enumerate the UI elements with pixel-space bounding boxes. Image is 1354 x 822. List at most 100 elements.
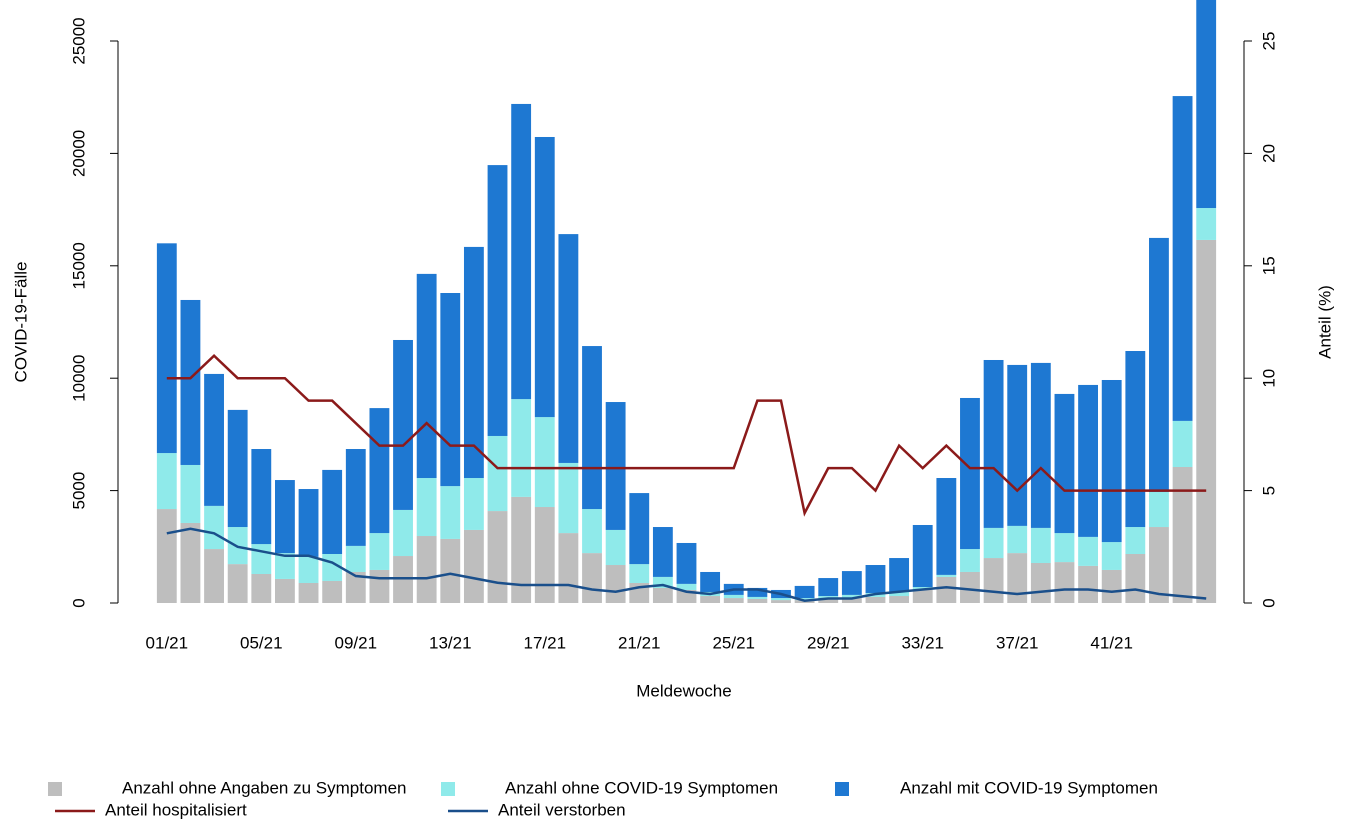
bar-segment: [1007, 553, 1028, 603]
bar-segment: [369, 569, 390, 603]
legend-label: Anzahl ohne Angaben zu Symptomen: [122, 778, 406, 797]
bar-segment: [1101, 542, 1122, 570]
bar-segment: [1101, 379, 1122, 543]
bar-segment: [440, 293, 461, 487]
bar-segment: [889, 591, 910, 597]
bar-segment: [771, 598, 791, 601]
bar-segment: [960, 571, 980, 603]
bar-segment: [936, 576, 957, 603]
y-tick-label: 25000: [69, 17, 88, 64]
bar-segment: [463, 246, 484, 479]
bar-segment: [345, 449, 366, 546]
bar-segment: [747, 596, 768, 599]
bar-segment: [416, 478, 437, 537]
bar-segment: [700, 571, 721, 592]
x-tick-label: 05/21: [240, 633, 283, 652]
bar-segment: [960, 397, 980, 550]
bar-segment: [534, 136, 555, 418]
bar-segment: [251, 544, 272, 575]
bar-segment: [369, 533, 390, 570]
legend-swatch: [835, 782, 849, 796]
bar-segment: [180, 522, 201, 603]
bar-segment: [180, 464, 201, 523]
bar-segment: [676, 542, 697, 584]
y-tick-label: 10000: [69, 355, 88, 402]
y2-axis-title: Anteil (%): [1315, 285, 1334, 359]
bar-segment: [156, 243, 177, 454]
bar-segment: [652, 587, 673, 603]
bar-segment: [227, 564, 248, 603]
y2-tick-label: 20: [1259, 144, 1278, 163]
bar-segment: [865, 565, 886, 594]
bar-segment: [912, 589, 933, 603]
bar-segment: [345, 545, 366, 572]
bar-segment: [912, 524, 933, 588]
bar-segment: [1172, 466, 1193, 603]
bar-segment: [652, 576, 673, 588]
x-tick-label: 29/21: [807, 633, 850, 652]
x-tick-label: 41/21: [1090, 633, 1133, 652]
legend-label: Anteil verstorben: [498, 800, 626, 819]
bar-segment: [818, 598, 839, 603]
bar-segment: [1149, 527, 1169, 603]
bar-segment: [393, 339, 413, 510]
bar-segment: [605, 402, 626, 530]
bar-segment: [416, 273, 437, 479]
bar-segment: [582, 553, 602, 603]
legend-swatch: [441, 782, 455, 796]
bar-segment: [298, 489, 319, 557]
y2-tick-label: 25: [1259, 32, 1278, 51]
x-tick-label: 09/21: [335, 633, 378, 652]
bar-segment: [204, 373, 224, 506]
bar-segment: [582, 346, 602, 510]
bar-segment: [322, 580, 343, 603]
bar-segment: [511, 103, 532, 400]
bar-segment: [511, 496, 532, 603]
y2-tick-label: 0: [1259, 598, 1278, 607]
legend-swatch: [48, 782, 62, 796]
bar-segment: [723, 594, 744, 599]
bar-segment: [841, 598, 862, 603]
bar-segment: [487, 511, 508, 603]
bar-segment: [275, 480, 295, 554]
bar-segment: [534, 507, 555, 603]
bar-segment: [747, 587, 768, 597]
bar-segment: [440, 538, 461, 603]
bar-segment: [487, 165, 508, 436]
bar-segment: [1172, 420, 1193, 467]
x-tick-label: 17/21: [523, 633, 566, 652]
x-axis-title: Meldewoche: [636, 681, 731, 700]
bar-segment: [156, 509, 177, 603]
bar-segment: [889, 558, 910, 592]
bar-segment: [251, 574, 272, 603]
bar-segment: [1196, 0, 1217, 209]
bar-segment: [204, 505, 224, 550]
bar-segment: [416, 536, 437, 603]
bar-segment: [889, 596, 910, 603]
bar-segment: [841, 571, 862, 595]
bar-segment: [983, 527, 1004, 559]
bar-segment: [652, 527, 673, 577]
bar-segment: [1196, 208, 1217, 240]
bar-segment: [1007, 525, 1028, 554]
bar-segment: [275, 553, 295, 579]
bar-segment: [1054, 533, 1075, 563]
bar-segment: [1149, 491, 1169, 528]
bar-segment: [676, 583, 697, 590]
bar-segment: [794, 585, 815, 599]
bar-segment: [558, 462, 579, 534]
y-axis-title: COVID-19-Fälle: [11, 262, 30, 383]
bar-segment: [960, 549, 980, 572]
bar-segment: [629, 564, 650, 583]
bar-segment: [227, 409, 248, 528]
bar-segment: [794, 598, 815, 601]
bar-segment: [747, 598, 768, 603]
x-tick-label: 21/21: [618, 633, 661, 652]
y-tick-label: 0: [69, 598, 88, 607]
legend-label: Anzahl mit COVID-19 Symptomen: [900, 778, 1158, 797]
bar-segment: [558, 533, 579, 603]
y2-tick-label: 10: [1259, 369, 1278, 388]
x-tick-label: 37/21: [996, 633, 1039, 652]
bar-segment: [204, 549, 224, 603]
bar-segment: [1030, 527, 1051, 563]
